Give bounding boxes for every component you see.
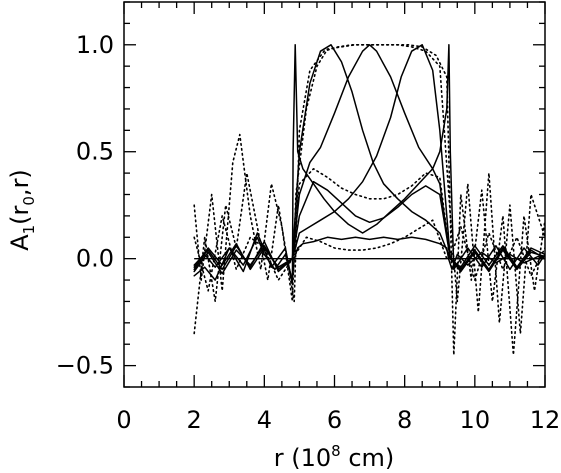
axis-ticks	[123, 1, 546, 388]
x-tick-label: 2	[187, 406, 202, 434]
series-group	[193, 44, 545, 356]
y-axis-label: A1(r0,r)	[6, 169, 38, 251]
solid-series-line-4	[193, 44, 545, 271]
solid-series-line-5	[291, 180, 452, 260]
y-tick-label: 0.5	[76, 138, 114, 166]
dotted-series-line-9	[291, 219, 448, 260]
x-tick-label: 0	[116, 406, 131, 434]
axis-tick-labels: 0 2 4 6 8 10 12 −0.5 0.0 0.5 1.0	[56, 31, 561, 434]
x-tick-label: 10	[460, 406, 491, 434]
dotted-series-line-8	[193, 168, 545, 292]
x-tick-label: 12	[530, 406, 561, 434]
dotted-series-line-6	[193, 44, 545, 335]
y-tick-label: 1.0	[76, 31, 114, 59]
y-tick-label: 0.0	[76, 245, 114, 273]
x-tick-label: 4	[257, 406, 272, 434]
solid-series-line-2	[193, 44, 545, 273]
dotted-series-line-7	[193, 44, 545, 356]
solid-series-line-3	[193, 44, 545, 275]
x-tick-label: 8	[397, 406, 412, 434]
x-tick-label: 6	[327, 406, 342, 434]
x-axis-label: r (108 cm)	[274, 442, 395, 472]
y-tick-label: −0.5	[56, 352, 114, 380]
